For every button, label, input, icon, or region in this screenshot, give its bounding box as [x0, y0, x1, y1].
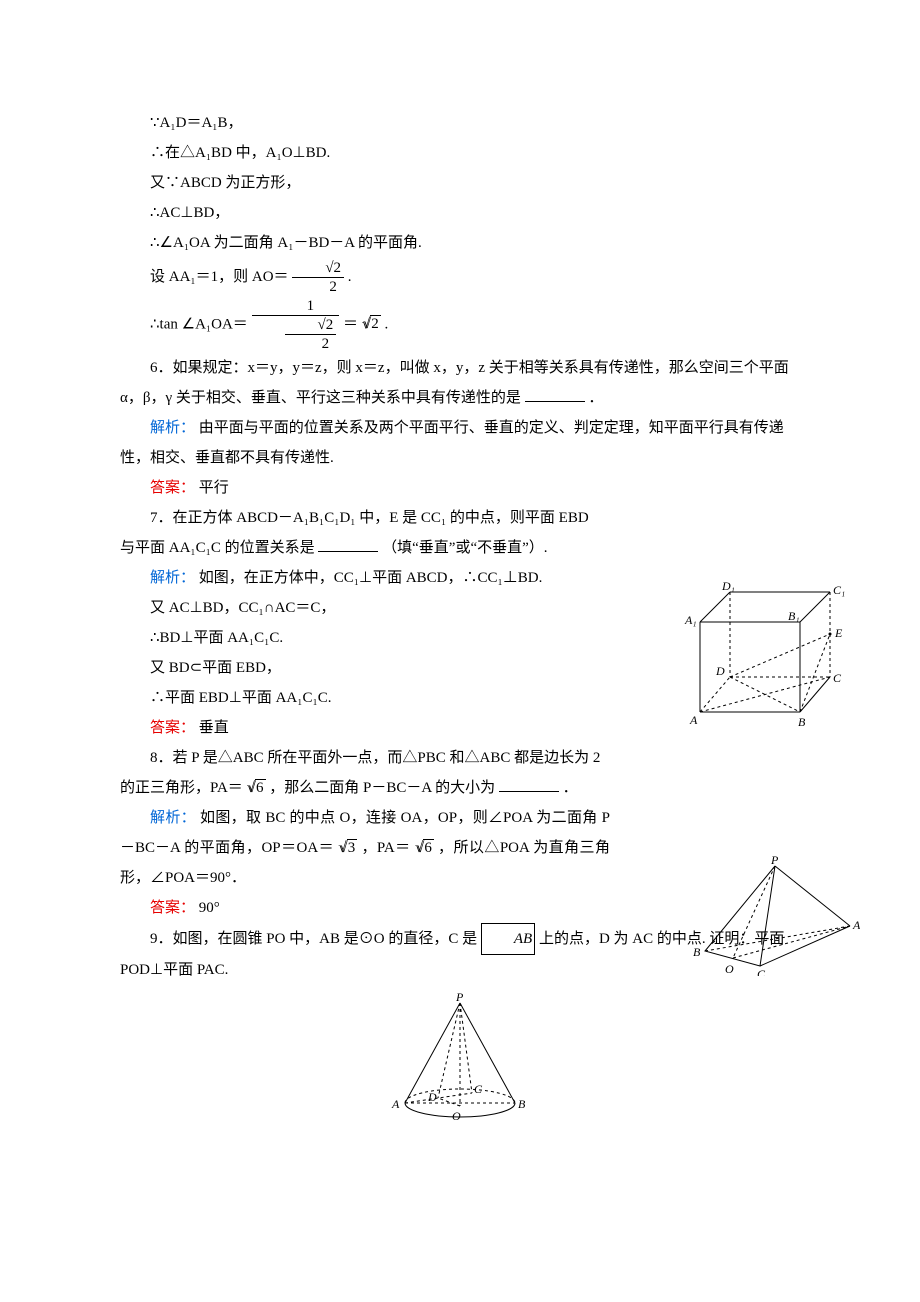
text: ∴平面 EBD⊥平面 AA₁C₁C. [150, 690, 331, 706]
prob8-analysis: 解析： 如图，取 BC 的中点 O，连接 OA，OP，则∠POA 为二面角 P－… [120, 803, 610, 893]
svg-text:A: A [852, 918, 860, 932]
prob7-l2: 又 AC⊥BD，CC₁∩AC＝C， [120, 593, 600, 623]
svg-text:C: C [757, 967, 766, 976]
svg-text:D: D [427, 1090, 437, 1104]
analysis-label: 解析： [150, 570, 195, 586]
document-page: ∵A₁D＝A₁B， ∴在△A₁BD 中，A₁O⊥BD. 又∵ABCD 为正方形，… [0, 0, 920, 1302]
text: ∴在△A₁BD 中，A₁O⊥BD. [150, 145, 330, 161]
text: 又∵ABCD 为正方形， [150, 175, 300, 191]
text: ＝ [343, 316, 358, 332]
svg-text:E: E [834, 626, 843, 640]
text: . [348, 269, 352, 285]
prob6-analysis: 解析： 由平面与平面的位置关系及两个平面平行、垂直的定义、判定定理，知平面平行具… [120, 413, 800, 473]
prob6-question: 6．如果规定：x＝y，y＝z，则 x＝z，叫做 x，y，z 关于相等关系具有传递… [120, 353, 800, 413]
prob7-l4: 又 BD⊂平面 EBD， [120, 653, 600, 683]
text: 如图，在正方体中，CC₁⊥平面 ABCD，∴CC₁⊥BD. [199, 570, 543, 586]
numerator: 1 [252, 297, 340, 316]
text: . [385, 316, 389, 332]
prob5-line2: ∴在△A₁BD 中，A₁O⊥BD. [120, 138, 800, 168]
text: ，那么二面角 P－BC－A 的大小为 [269, 780, 495, 796]
prob5-line5: ∴∠A₁OA 为二面角 A₁－BD－A 的平面角. [120, 228, 800, 258]
arc-notation: AB [481, 923, 535, 955]
text: ∴AC⊥BD， [150, 205, 229, 221]
svg-text:B₁: B₁ [788, 609, 800, 623]
text: 设 AA₁＝1，则 AO＝ [150, 269, 289, 285]
svg-text:B: B [693, 945, 701, 959]
svg-text:B: B [518, 1097, 526, 1111]
text: ，PA＝ [361, 840, 410, 856]
blank [525, 386, 585, 402]
sqrt-value: 6 [255, 779, 266, 796]
prob8-question: 8．若 P 是△ABC 所在平面外一点，而△PBC 和△ABC 都是边长为 2 … [120, 743, 610, 803]
text: 9．如图，在圆锥 PO 中，AB 是⊙O 的直径，C 是 [150, 931, 477, 947]
denominator: √2 2 [252, 316, 340, 353]
prob7-l5: ∴平面 EBD⊥平面 AA₁C₁C. [120, 683, 600, 713]
answer-label: 答案： [150, 720, 195, 736]
text: ∴BD⊥平面 AA₁C₁C. [150, 630, 283, 646]
text: ∵A₁D＝A₁B， [150, 115, 243, 131]
text: 垂直 [199, 720, 229, 736]
numerator: √2 [292, 259, 344, 278]
prob5-line3: 又∵ABCD 为正方形， [120, 168, 800, 198]
answer-label: 答案： [150, 900, 195, 916]
text: 平行 [199, 480, 229, 496]
prob5-line6: 设 AA₁＝1，则 AO＝ √2 2 . [120, 258, 800, 297]
blank [499, 776, 559, 792]
answer-label: 答案： [150, 480, 195, 496]
denominator: 2 [285, 335, 337, 353]
text: 又 BD⊂平面 EBD， [150, 660, 281, 676]
text: ∴∠A₁OA 为二面角 A₁－BD－A 的平面角. [150, 235, 422, 251]
cube-figure: D₁ C₁ A₁ B₁ E D C A B [680, 582, 860, 742]
text: ． [563, 780, 578, 796]
text: ． [588, 390, 603, 406]
sqrt-value: 3 [347, 839, 358, 856]
sqrt-value: 6 [423, 839, 434, 856]
svg-text:D₁: D₁ [721, 582, 735, 593]
text: ∴tan ∠A₁OA＝ [150, 316, 248, 332]
prob7-analysis: 解析： 如图，在正方体中，CC₁⊥平面 ABCD，∴CC₁⊥BD. [120, 563, 600, 593]
prob6-answer: 答案： 平行 [120, 473, 800, 503]
text: 90° [199, 900, 220, 916]
text: 由平面与平面的位置关系及两个平面平行、垂直的定义、判定定理，知平面平行具有传递性… [120, 420, 784, 466]
fraction: 1 √2 2 [252, 297, 340, 353]
blank [318, 536, 378, 552]
svg-text:B: B [798, 715, 806, 729]
analysis-label: 解析： [150, 420, 195, 436]
svg-text:C: C [833, 671, 842, 685]
text: （填“垂直”或“不垂直”）. [382, 540, 547, 556]
svg-text:D: D [715, 664, 725, 678]
denominator: 2 [292, 278, 344, 296]
svg-text:P: P [770, 856, 779, 867]
svg-text:A: A [391, 1097, 400, 1111]
prob5-line4: ∴AC⊥BD， [120, 198, 800, 228]
prob5-line7: ∴tan ∠A₁OA＝ 1 √2 2 ＝ √2 . [120, 297, 800, 353]
prob7-question: 7．在正方体 ABCD－A₁B₁C₁D₁ 中，E 是 CC₁ 的中点，则平面 E… [120, 503, 600, 563]
tetrahedron-figure: P A B C O [685, 856, 860, 976]
fraction-inner: √2 2 [285, 316, 337, 353]
svg-text:P: P [455, 993, 464, 1004]
sqrt-value: 2 [370, 315, 381, 332]
svg-text:A: A [689, 713, 698, 727]
numerator: √2 [285, 316, 337, 335]
prob5-line1: ∵A₁D＝A₁B， [120, 108, 800, 138]
svg-text:A₁: A₁ [684, 613, 697, 627]
svg-text:O: O [725, 962, 734, 976]
analysis-label: 解析： [150, 810, 196, 826]
svg-text:C₁: C₁ [833, 583, 845, 597]
cone-figure: P A B C D O [390, 993, 530, 1123]
svg-text:C: C [474, 1082, 483, 1096]
svg-text:O: O [452, 1109, 461, 1123]
text: 6．如果规定：x＝y，y＝z，则 x＝z，叫做 x，y，z 关于相等关系具有传递… [120, 360, 789, 406]
prob7-l3: ∴BD⊥平面 AA₁C₁C. [120, 623, 600, 653]
fraction: √2 2 [292, 259, 344, 296]
text: 又 AC⊥BD，CC₁∩AC＝C， [150, 600, 335, 616]
